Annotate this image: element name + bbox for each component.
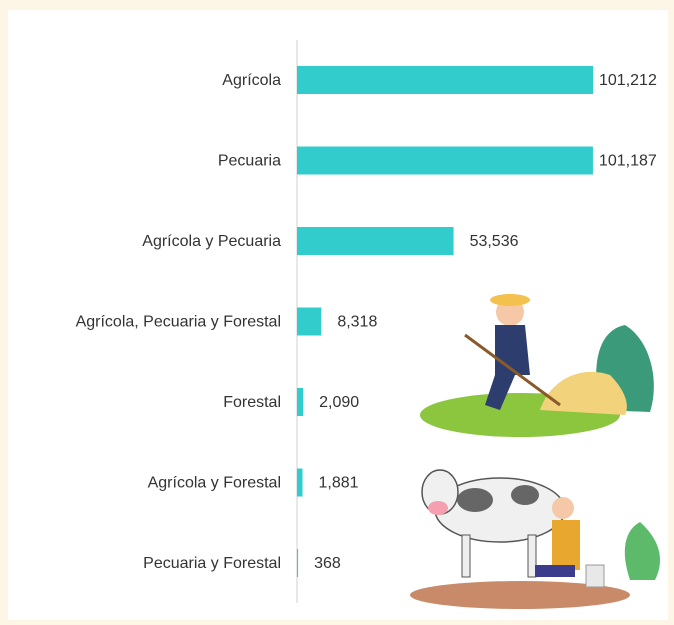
bar [297,468,303,497]
category-label: Agrícola [222,72,281,89]
value-label: 101,212 [599,72,657,89]
category-label: Pecuaria y Forestal [143,555,281,572]
farmer-illustration [420,294,654,437]
bar [297,307,322,336]
category-label: Agrícola y Forestal [148,475,281,492]
value-label: 8,318 [337,314,377,331]
value-label: 53,536 [470,233,519,250]
bar [297,66,593,94]
value-label: 1,881 [319,475,359,492]
cow-illustration [410,469,660,609]
bar [297,227,454,255]
category-label: Pecuaria [218,153,281,170]
bar [297,388,304,416]
value-label: 2,090 [319,394,359,411]
value-label: 101,187 [599,153,657,170]
bar [297,549,299,577]
category-label: Agrícola y Pecuaria [142,233,281,250]
value-label: 368 [314,555,341,572]
category-label: Agrícola, Pecuaria y Forestal [76,314,281,331]
bar [297,146,593,175]
category-label: Forestal [223,394,281,411]
